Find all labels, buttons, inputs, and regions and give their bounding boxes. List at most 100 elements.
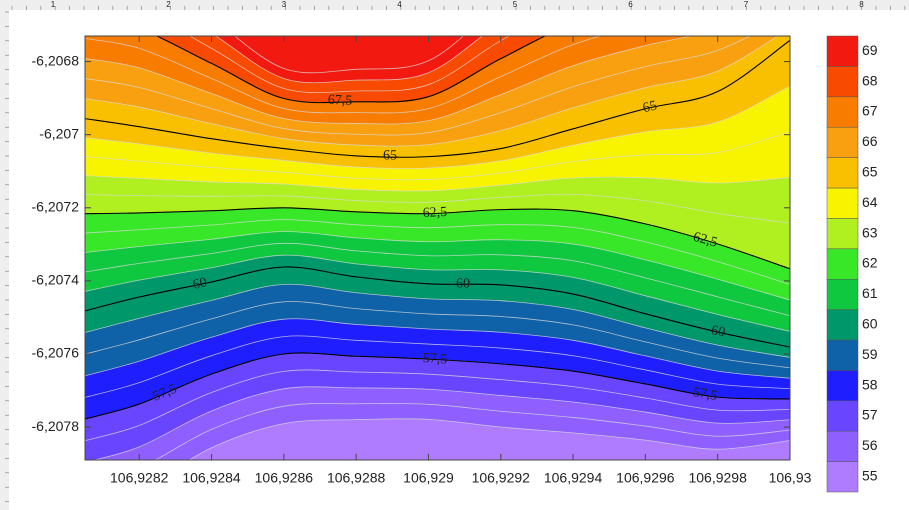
minor-contour [85,301,790,369]
minor-contour [85,85,790,169]
minor-contour [215,36,483,84]
minor-contour [85,283,790,358]
colorbar-swatch [826,370,859,402]
contour-line [155,36,547,104]
contour-label: 65 [383,148,397,163]
contour-line [85,207,790,270]
colorbar: 55 56 57 58 59 60 61 62 63 64 65 66 67 68 69 [826,35,878,493]
x-tick-label: 106,9298 [688,470,747,486]
minor-contour [85,36,694,125]
colorbar-label: 56 [862,437,878,453]
contour-line [85,352,790,420]
plot-frame [84,35,791,461]
colorbar-label: 63 [862,224,878,240]
x-tick-label: 106,9288 [327,470,386,486]
colorbar-label: 65 [862,164,878,180]
x-tick-label: 106,9284 [182,470,241,486]
colorbar-label: 64 [862,194,878,210]
minor-contour [85,36,752,136]
colorbar-label: 55 [862,468,878,484]
minor-contour [85,36,779,147]
contour-lines [85,36,790,460]
contour-label: 62,5 [422,205,447,221]
minor-contour [92,386,790,460]
colorbar-label: 68 [862,72,878,88]
colorbar-swatch [826,126,859,158]
x-tick-label: 106,9296 [616,470,675,486]
contour-label: 65 [641,98,658,116]
colorbar-swatch [826,96,859,128]
minor-contour [85,231,790,301]
contour-fills [85,36,790,460]
minor-contour [85,318,790,379]
ruler-number: 6 [628,0,633,9]
y-tick-label: -6,207 [39,125,79,141]
colorbar-swatch [826,430,859,462]
colorbar-swatch [826,339,859,371]
y-tick-label: -6,2072 [32,198,80,214]
minor-contour [85,131,790,181]
minor-contour [85,175,790,192]
y-tick-label: -6,2076 [32,345,80,361]
colorbar-swatch [826,461,859,493]
x-tick-label: 106,9294 [544,470,603,486]
contour-label: 67,5 [327,93,352,109]
minor-contour [85,335,790,398]
ruler-number: 3 [282,0,287,9]
colorbar-swatch [826,187,859,219]
minor-contour [85,36,602,114]
ruler-number: 1 [51,0,56,9]
minor-contour [85,369,790,442]
colorbar-swatch [826,400,859,432]
colorbar-label: 57 [862,407,878,423]
ruler-number: 5 [513,0,518,9]
contour-label: 60 [192,275,209,293]
colorbar-label: 62 [862,255,878,271]
contour-line [85,39,790,158]
ruler-number: 4 [397,0,402,9]
colorbar-swatch [826,218,859,250]
minor-contour [189,36,510,94]
minor-contour [85,242,790,317]
colorbar-label: 66 [862,133,878,149]
colorbar-label: 60 [862,316,878,332]
contour-label: 62,5 [691,230,719,251]
ruler-number: 8 [859,0,864,9]
y-tick-label: -6,2068 [32,52,80,68]
minor-contour [85,193,790,224]
colorbar-swatch [826,157,859,189]
contour-label: 60 [710,323,727,341]
ruler-number: 7 [744,0,749,9]
ruler-left [0,0,9,510]
minor-contour [154,403,790,460]
x-tick-label: 106,9282 [110,470,169,486]
y-tick-label: -6,2074 [32,272,80,288]
colorbar-swatch [826,66,859,98]
colorbar-swatch [826,309,859,341]
ruler-number: 2 [166,0,171,9]
ruler-top [0,0,909,10]
contour-label: 60 [456,276,470,291]
colorbar-label: 67 [862,103,878,119]
contour-label: 57,5 [422,351,447,368]
minor-contour [188,418,790,460]
x-tick-label: 106,929 [403,470,454,486]
colorbar-label: 61 [862,285,878,301]
contour-label: 57,5 [692,385,719,404]
contour-line [85,266,790,348]
contour-band [189,418,790,460]
colorbar-swatch [826,248,859,280]
colorbar-label: 69 [862,42,878,58]
colorbar-label: 59 [862,346,878,362]
colorbar-label: 58 [862,376,878,392]
y-tick-label: -6,2078 [32,418,80,434]
x-tick-label: 106,9286 [255,470,314,486]
x-tick-label: 106,93 [769,470,812,486]
minor-contour [234,36,464,74]
minor-contour [85,219,790,285]
minor-contour [85,254,790,332]
colorbar-swatch [826,278,859,310]
